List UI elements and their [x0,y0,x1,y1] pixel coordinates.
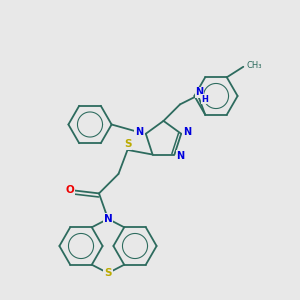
Text: CH₃: CH₃ [246,61,262,70]
Text: N: N [183,127,191,137]
Text: N: N [135,127,143,137]
Text: N: N [195,87,204,98]
Text: S: S [124,140,131,149]
Text: H: H [201,94,208,103]
Text: S: S [104,268,112,278]
Text: N: N [176,151,184,161]
Text: O: O [65,185,74,195]
Text: N: N [103,214,112,224]
